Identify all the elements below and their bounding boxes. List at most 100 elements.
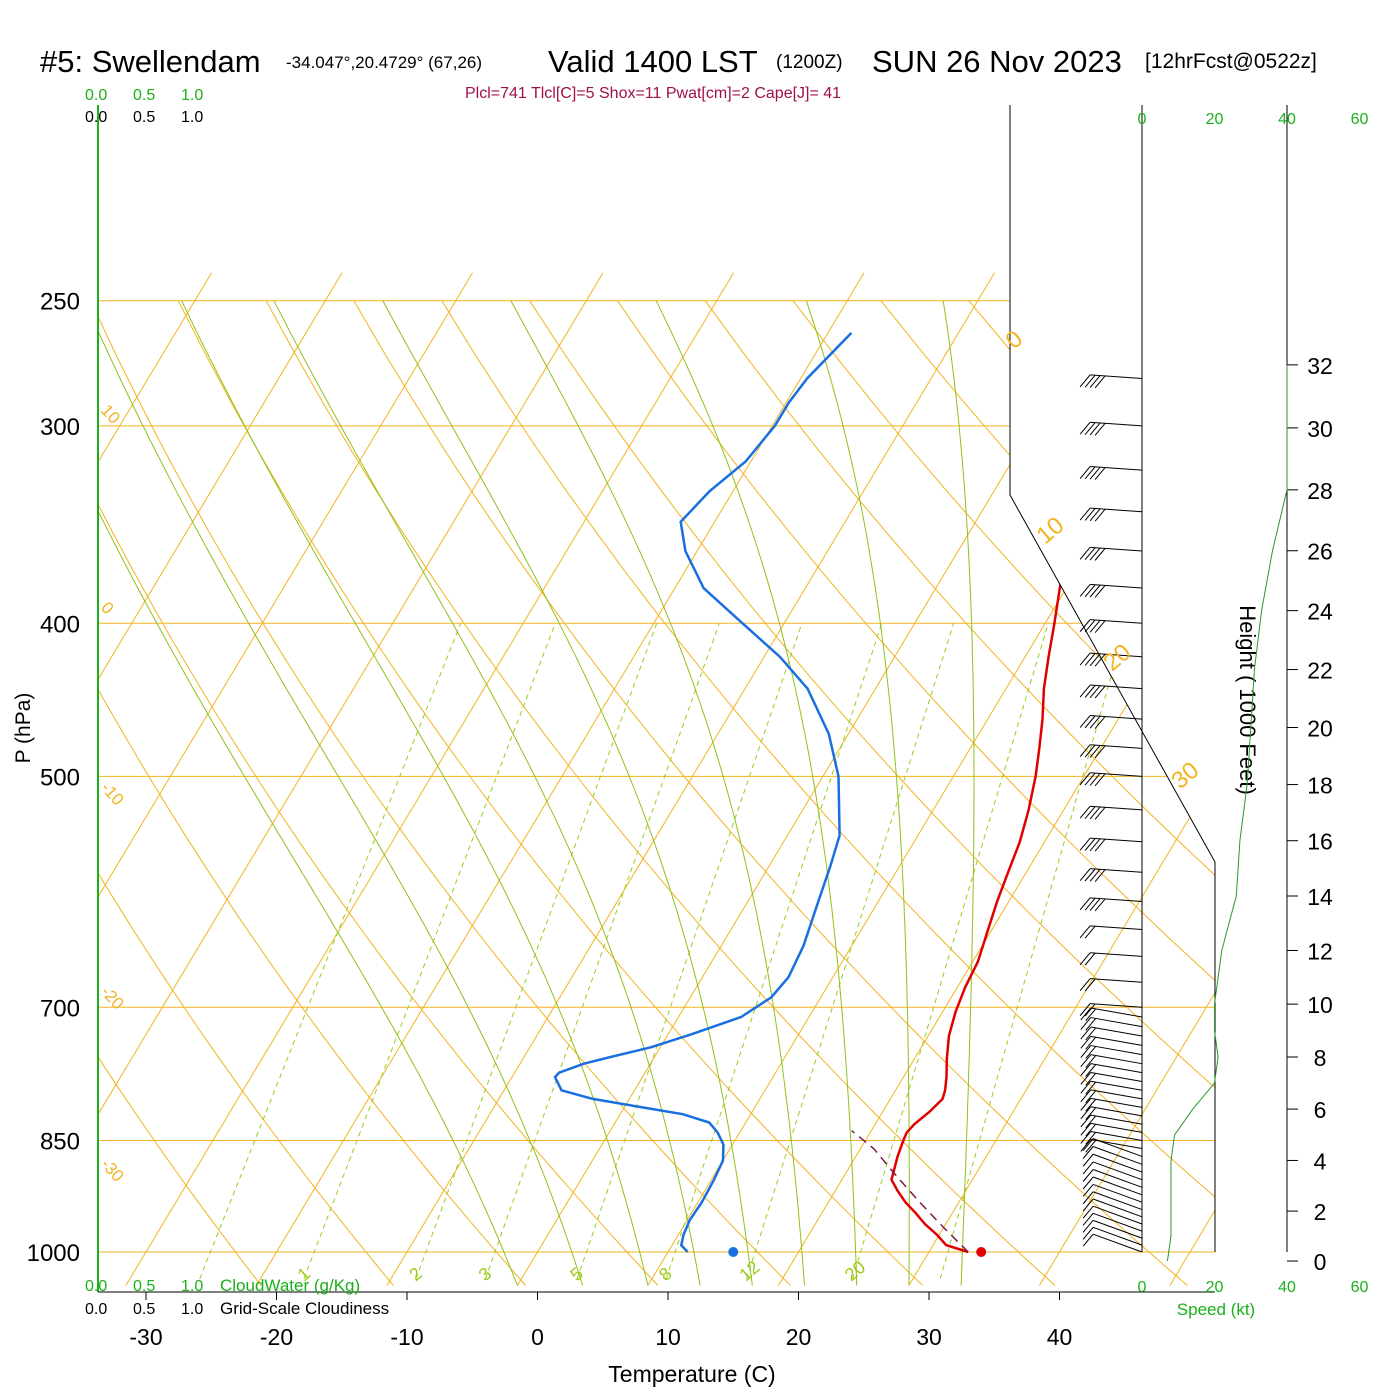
wind-barb-flag	[1094, 585, 1106, 598]
mixing-ratio-label: 8	[655, 1263, 676, 1285]
wind-barb-flag	[1085, 1132, 1097, 1145]
wind-barb	[1090, 715, 1143, 720]
isotherm-label: 10	[97, 401, 124, 428]
wind-barb-flag	[1094, 869, 1106, 883]
wind-barb-flag	[1084, 715, 1096, 729]
wind-barb-flag	[1079, 652, 1091, 666]
wind-barb	[1092, 1146, 1143, 1165]
wind-barb-flag	[1079, 897, 1091, 911]
cloud-water-scale-top: 0.0	[85, 87, 107, 104]
wind-barb	[1090, 619, 1143, 624]
pressure-label: 1000	[27, 1240, 80, 1267]
wind-barb-flag	[1084, 547, 1096, 560]
height-tick-label: 8	[1314, 1045, 1327, 1071]
pressure-label: 250	[40, 289, 80, 316]
wind-barb-flag	[1079, 744, 1091, 758]
wind-barb-flag	[1085, 1046, 1097, 1059]
wind-barb-flag	[1085, 1073, 1097, 1086]
x-tick-label: 0	[531, 1324, 544, 1350]
height-tick-label: 0	[1314, 1249, 1327, 1275]
mixing-ratio-line	[939, 623, 1127, 1280]
wind-barb-flag	[1089, 715, 1101, 729]
wind-barb-flag	[1080, 1007, 1092, 1021]
dry-adiabat	[98, 300, 527, 1286]
mixing-ratio-line	[199, 623, 462, 1280]
speed-scale-bottom: 20	[1206, 1279, 1224, 1296]
mixing-ratio-label: 3	[475, 1263, 496, 1285]
mixing-ratio-line	[415, 623, 658, 1280]
cloud-water-scale-bottom: 0.0	[85, 1278, 107, 1295]
wind-barb	[1090, 952, 1143, 957]
height-tick-label: 16	[1307, 829, 1333, 855]
wind-barb	[1090, 507, 1143, 513]
valid-date: SUN 26 Nov 2023	[872, 44, 1122, 79]
wind-barb-flag	[1089, 375, 1101, 388]
wind-barb-flag	[1085, 1036, 1097, 1050]
dry-adiabat	[441, 300, 1215, 1286]
wind-barb-flag	[1085, 1018, 1097, 1031]
isotherm-line	[98, 272, 212, 1286]
height-tick-label: 14	[1307, 884, 1333, 910]
wind-barb	[1090, 1017, 1143, 1028]
wind-barb-flag	[1080, 1123, 1092, 1136]
isotherm-line	[98, 272, 604, 1286]
wind-barb-flag	[1080, 1080, 1092, 1094]
wind-barb-flag	[1080, 1098, 1092, 1111]
wind-barb-flag	[1089, 773, 1101, 786]
moist-adiabat	[655, 300, 858, 1286]
wind-barb-flag	[1094, 685, 1106, 699]
wind-barb-flag	[1085, 1107, 1097, 1120]
wind-barb	[1090, 1063, 1143, 1074]
wind-barb	[1090, 1130, 1143, 1141]
wind-barb-flag	[1079, 925, 1091, 939]
cloud-water-scale-bottom: 0.5	[133, 1278, 155, 1295]
height-tick-label: 24	[1307, 599, 1333, 625]
wind-barb-flag	[1094, 716, 1106, 729]
moist-adiabat	[805, 300, 910, 1286]
isotherm-line	[1038, 272, 1215, 1286]
axis-labels: -30 -20 -10 0 10 20 30 402503004005007008501000…	[27, 87, 1369, 1350]
wind-barb	[1090, 744, 1143, 749]
cloudiness-legend: Grid-Scale Cloudiness	[220, 1299, 389, 1318]
wind-barb	[1092, 1212, 1143, 1232]
dry-adiabat	[616, 300, 1215, 1286]
wind-barb-flag	[1079, 1003, 1091, 1016]
wind-barb-flag	[1082, 1233, 1094, 1247]
station-title: #5: Swellendam	[40, 44, 261, 79]
wind-barb	[1090, 374, 1143, 380]
plot-frame	[97, 105, 1298, 1300]
surface-dewpoint-dot	[728, 1247, 739, 1257]
speed-scale-bottom: 0	[1138, 1279, 1147, 1296]
wind-barb-flag	[1079, 715, 1091, 728]
height-tick-label: 32	[1307, 353, 1333, 379]
wind-barb-flag	[1079, 978, 1091, 991]
wind-barb-flag	[1084, 978, 1096, 992]
cloud-water-legend: CloudWater (g/Kg)	[220, 1276, 360, 1295]
wind-barb	[1092, 1219, 1143, 1239]
wind-barb-flag	[1082, 1191, 1094, 1205]
wind-barb	[1090, 466, 1143, 471]
mixing-ratio-line	[852, 623, 1049, 1280]
wind-barb-flag	[1089, 869, 1101, 882]
moist-adiabat	[942, 300, 975, 1286]
wind-barb-flag	[1094, 620, 1106, 633]
wind-barb-flag	[1079, 421, 1091, 435]
wind-barb-flag	[1079, 584, 1091, 597]
wind-barb-flag	[1079, 837, 1091, 851]
wind-barb-flag	[1085, 1081, 1097, 1095]
dry-adiabat	[353, 300, 1188, 1286]
isotherm-label: -30	[97, 1155, 128, 1186]
wind-barb-flag	[1084, 685, 1096, 698]
wind-barb-flag	[1089, 898, 1101, 911]
wind-barb-flag	[1085, 1140, 1097, 1153]
wind-barb-flag	[1094, 745, 1106, 759]
wind-barb-flag	[1085, 1027, 1097, 1041]
wind-barb-flag	[1089, 466, 1101, 480]
wind-barb-flag	[1079, 507, 1091, 521]
wind-barb	[1090, 546, 1143, 552]
pressure-label: 500	[40, 764, 80, 791]
x-tick-label: -30	[129, 1324, 162, 1350]
wind-barb-flag	[1079, 466, 1091, 479]
wind-barb-flag	[1079, 374, 1091, 388]
wind-barb-flag	[1094, 806, 1106, 820]
